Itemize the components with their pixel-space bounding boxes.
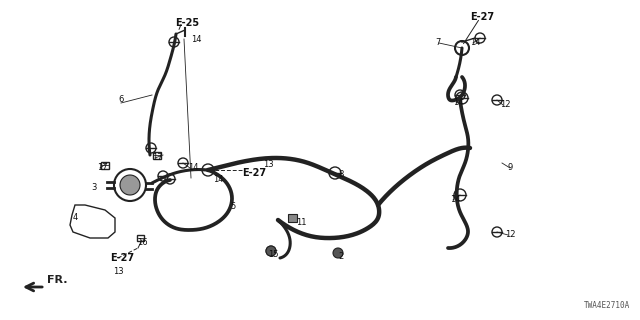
Text: 17: 17 (97, 163, 108, 172)
FancyBboxPatch shape (136, 235, 143, 241)
Text: 14: 14 (450, 195, 461, 204)
Text: 15: 15 (268, 250, 278, 259)
Text: 6: 6 (118, 95, 124, 104)
Text: 5: 5 (230, 202, 236, 211)
Circle shape (266, 246, 276, 256)
Text: 14: 14 (191, 35, 202, 44)
Circle shape (266, 246, 276, 256)
Text: E-27: E-27 (470, 12, 494, 22)
Text: 2: 2 (338, 252, 343, 261)
Text: 7: 7 (435, 38, 440, 47)
FancyBboxPatch shape (101, 162, 109, 169)
Text: E-25: E-25 (175, 18, 199, 28)
FancyBboxPatch shape (153, 151, 161, 158)
Text: 14: 14 (188, 163, 198, 172)
Text: E-27: E-27 (242, 168, 266, 178)
Text: 9: 9 (507, 163, 512, 172)
Text: 14: 14 (213, 175, 223, 184)
Text: TWA4E2710A: TWA4E2710A (584, 301, 630, 310)
Text: 8: 8 (338, 170, 344, 179)
Circle shape (120, 175, 140, 195)
Text: 16: 16 (137, 238, 148, 247)
Text: 12: 12 (500, 100, 511, 109)
Text: 13: 13 (263, 160, 274, 169)
Text: 14: 14 (453, 98, 463, 107)
Text: 12: 12 (505, 230, 515, 239)
Text: E-27: E-27 (110, 253, 134, 263)
Text: 3: 3 (91, 183, 97, 192)
Text: 11: 11 (296, 218, 307, 227)
Text: FR.: FR. (47, 275, 67, 285)
FancyBboxPatch shape (288, 214, 297, 222)
Text: 4: 4 (73, 213, 78, 222)
Text: 13: 13 (113, 267, 124, 276)
Text: 17: 17 (152, 153, 163, 162)
Circle shape (333, 248, 343, 258)
Text: 14: 14 (470, 38, 481, 47)
